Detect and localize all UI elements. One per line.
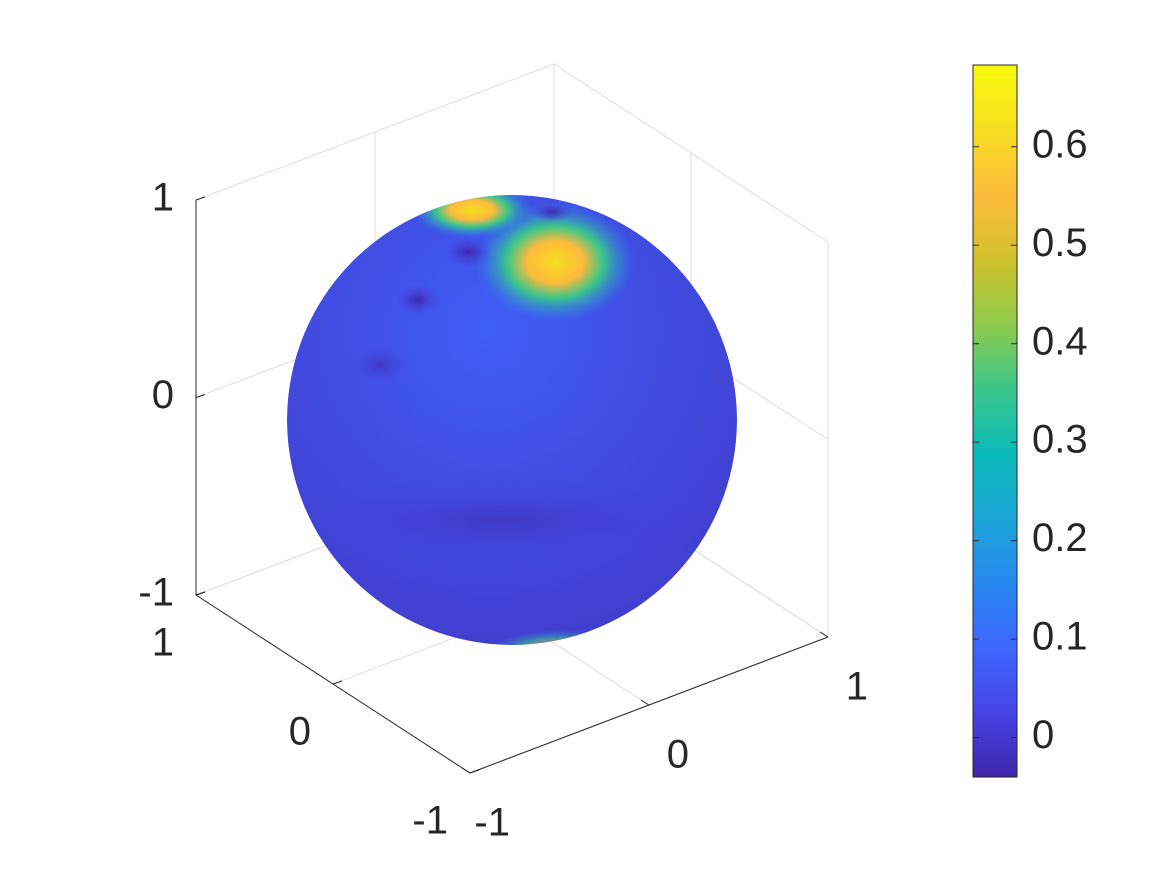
colorbar-tick-label: 0 <box>1032 713 1054 757</box>
y-tick <box>195 591 206 596</box>
coldspot <box>290 480 710 560</box>
surface <box>287 195 737 645</box>
x-tick-label: 1 <box>846 665 868 709</box>
y-tick-label: 1 <box>152 621 174 665</box>
y-tick <box>332 680 343 685</box>
x-tick <box>640 699 650 706</box>
coldspot <box>350 345 410 385</box>
hotspot <box>490 630 630 645</box>
colorbar-tick-label: 0.2 <box>1032 516 1088 560</box>
colorbar-tick-label: 0.4 <box>1032 319 1088 363</box>
colorbar-scale <box>972 64 1018 778</box>
z-tick-label: 0 <box>152 373 174 417</box>
coldspot <box>530 202 574 222</box>
z-tick-label: -1 <box>138 571 174 615</box>
x-tick <box>461 767 471 774</box>
z-tick <box>195 394 206 398</box>
grid-line <box>195 63 555 201</box>
y-tick-label: 0 <box>289 710 311 754</box>
colorbar: 0 0.1 0.2 0.3 0.4 0.5 0.6 <box>972 64 1088 778</box>
x-tick-label: -1 <box>474 801 510 845</box>
z-tick <box>195 196 206 201</box>
grid-line <box>553 63 829 243</box>
y-tick-label: -1 <box>412 799 448 843</box>
x-tick-label: 0 <box>667 733 689 777</box>
coldspot <box>444 236 492 268</box>
y-tick <box>469 769 480 774</box>
hotspot <box>412 195 532 238</box>
z-tick-label: 1 <box>152 176 174 220</box>
x-tick <box>819 631 829 638</box>
axes: -1 0 1 -1 0 1 -1 0 1 <box>138 176 868 845</box>
coldspot <box>396 284 440 316</box>
colorbar-tick-label: 0.3 <box>1032 418 1088 462</box>
colorbar-tick-label: 0.1 <box>1032 615 1088 659</box>
colorbar-tick-label: 0.5 <box>1032 221 1088 265</box>
hotspot <box>475 202 635 322</box>
colorbar-tick-label: 0.6 <box>1032 122 1088 166</box>
